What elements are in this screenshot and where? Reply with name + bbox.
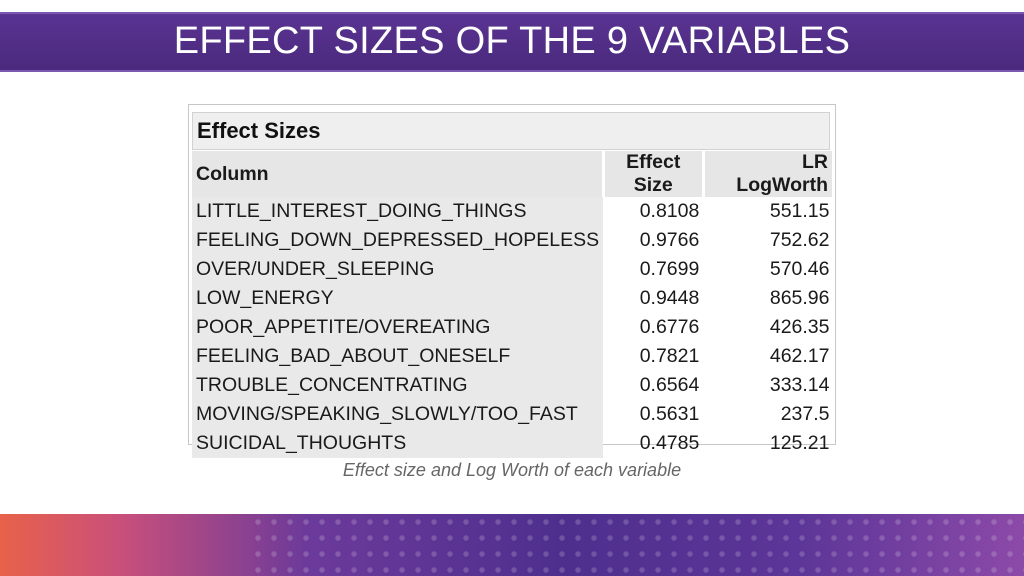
lr-logworth-cell: 462.17 [769,345,830,367]
effect-size-cell: 0.9448 [639,287,700,309]
table-header-row: Column Effect Size LR LogWorth [192,151,836,197]
variable-name-cell: TROUBLE_CONCENTRATING [192,371,604,400]
effect-size-cell: 0.6776 [639,316,700,338]
lr-logworth-cell: 752.62 [769,229,830,251]
table-row[interactable]: TROUBLE_CONCENTRATING 0.6564 333.14 [192,371,834,400]
lr-logworth-cell: 125.21 [769,432,830,454]
variable-name-cell: SUICIDAL_THOUGHTS [192,429,604,458]
table-row[interactable]: FEELING_BAD_ABOUT_ONESELF 0.7821 462.17 [192,342,834,371]
figure-caption: Effect size and Log Worth of each variab… [342,460,682,480]
effect-size-cell: 0.8108 [639,200,700,222]
table-row[interactable]: FEELING_DOWN_DEPRESSED_HOPELESS 0.9766 7… [192,226,834,255]
lr-logworth-header[interactable]: LR LogWorth [703,151,836,197]
lr-logworth-cell: 237.5 [780,403,830,425]
lr-logworth-cell: 570.46 [769,258,830,280]
table-row[interactable]: SUICIDAL_THOUGHTS 0.4785 125.21 [192,429,834,458]
table-row[interactable]: LITTLE_INTEREST_DOING_THINGS 0.8108 551.… [192,197,834,226]
effect-size-cell: 0.6564 [639,374,700,396]
lr-logworth-cell: 333.14 [769,374,830,396]
title-bar: EFFECT SIZES OF THE 9 VARIABLES [0,12,1024,72]
variable-name-cell: OVER/UNDER_SLEEPING [192,255,604,284]
slide-title: EFFECT SIZES OF THE 9 VARIABLES [173,20,851,62]
variable-name-cell: FEELING_BAD_ABOUT_ONESELF [192,342,604,371]
table-row[interactable]: LOW_ENERGY 0.9448 865.96 [192,284,834,313]
table-row[interactable]: MOVING/SPEAKING_SLOWLY/TOO_FAST 0.5631 2… [192,400,834,429]
decorative-footer-band [0,514,1024,576]
column-header[interactable]: Column [192,151,605,197]
effect-sizes-report: Effect Sizes Column Effect Size LR LogWo… [188,104,836,458]
lr-logworth-cell: 426.35 [769,316,830,338]
effect-size-cell: 0.7699 [639,258,700,280]
variable-name-cell: MOVING/SPEAKING_SLOWLY/TOO_FAST [192,400,604,429]
lr-logworth-cell: 865.96 [769,287,830,309]
effect-size-cell: 0.5631 [639,403,700,425]
variable-name-cell: LOW_ENERGY [192,284,604,313]
variable-name-cell: POOR_APPETITE/OVEREATING [192,313,604,342]
dot-pattern [250,514,1024,576]
table-row[interactable]: POOR_APPETITE/OVEREATING 0.6776 426.35 [192,313,834,342]
lr-logworth-cell: 551.15 [769,200,830,222]
variable-name-cell: LITTLE_INTEREST_DOING_THINGS [192,197,604,226]
effect-sizes-table: Column Effect Size LR LogWorth LITTLE_IN… [192,151,836,458]
effect-size-cell: 0.7821 [639,345,700,367]
table-row[interactable]: OVER/UNDER_SLEEPING 0.7699 570.46 [192,255,834,284]
effect-size-cell: 0.9766 [639,229,700,251]
variable-name-cell: FEELING_DOWN_DEPRESSED_HOPELESS [192,226,604,255]
effect-size-header[interactable]: Effect Size [603,151,705,197]
effect-size-cell: 0.4785 [639,432,700,454]
report-title[interactable]: Effect Sizes [192,112,830,150]
